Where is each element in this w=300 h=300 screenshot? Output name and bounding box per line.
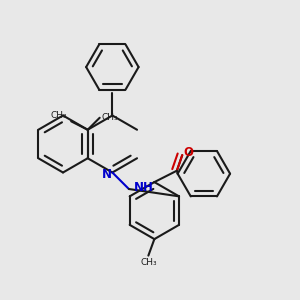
Text: O: O <box>184 146 194 159</box>
Text: CH₃: CH₃ <box>140 258 157 267</box>
Text: CH₃: CH₃ <box>101 113 118 122</box>
Text: NH: NH <box>134 181 154 194</box>
Text: N: N <box>102 168 112 182</box>
Text: CH₃: CH₃ <box>51 111 68 120</box>
